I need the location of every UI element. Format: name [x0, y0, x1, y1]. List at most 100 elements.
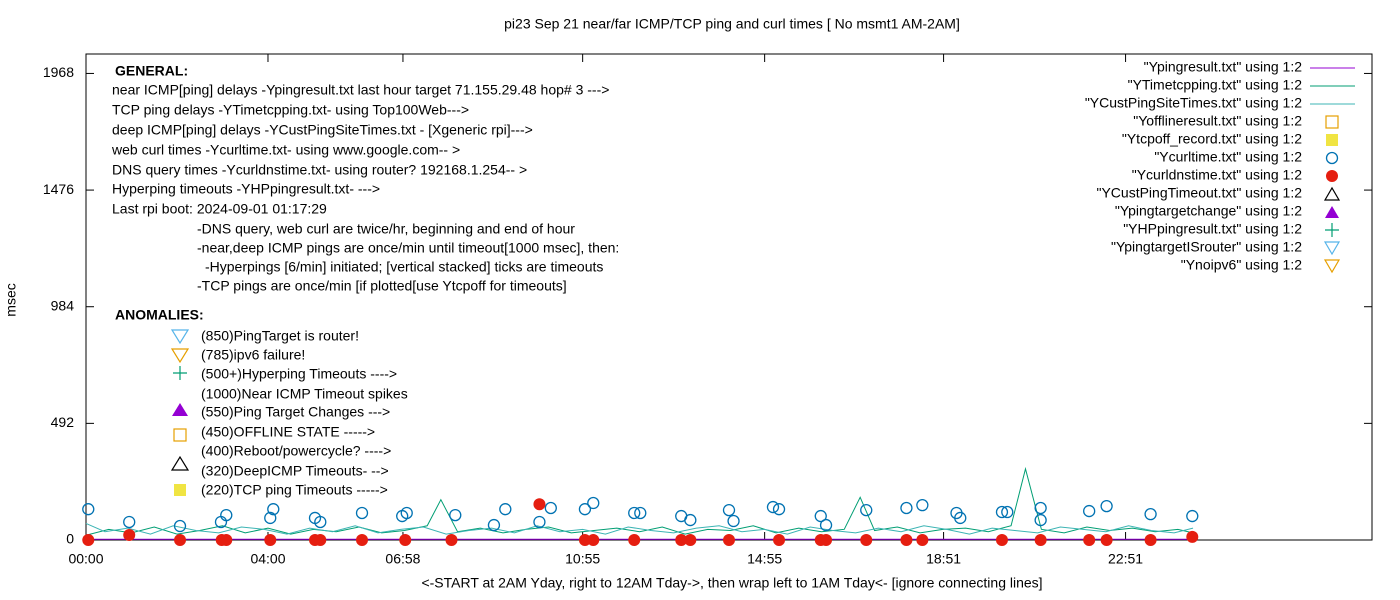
annotation: TCP ping delays -YTimetcpping.txt- using… [112, 102, 469, 118]
legend-swatch [1325, 151, 1339, 165]
legend-label: "YCustPingSiteTimes.txt" using 1:2 [1085, 95, 1302, 111]
anomaly-icon [173, 428, 187, 442]
marker [1186, 509, 1199, 523]
marker [82, 534, 95, 546]
marker [587, 534, 600, 546]
marker [487, 518, 501, 532]
marker [123, 515, 136, 529]
legend-swatch [1326, 134, 1338, 146]
y-tick-label: 1968 [43, 64, 74, 80]
marker [727, 514, 740, 528]
annotation: -Hyperpings [6/min] initiated; [vertical… [205, 259, 603, 275]
marker [314, 534, 327, 546]
marker [860, 503, 873, 517]
marker [1001, 505, 1014, 519]
marker [1144, 534, 1157, 546]
marker [123, 529, 136, 542]
marker [82, 503, 95, 516]
annotation: (850)PingTarget is router! [201, 328, 359, 344]
marker [723, 534, 735, 546]
annotation-heading: ANOMALIES: [115, 307, 204, 323]
marker [772, 503, 786, 516]
marker [1034, 513, 1047, 527]
marker [814, 509, 827, 523]
marker [356, 534, 369, 546]
marker [1083, 534, 1096, 546]
annotation: Last rpi boot: 2024-09-01 01:17:29 [112, 201, 327, 217]
chart-title: pi23 Sep 21 near/far ICMP/TCP ping and c… [504, 16, 960, 32]
annotation: (550)Ping Target Changes ---> [201, 404, 390, 420]
annotation: Hyperping timeouts -YHPpingresult.txt- -… [112, 181, 380, 197]
annotation: (500+)Hyperping Timeouts ----> [201, 366, 397, 382]
marker [634, 506, 647, 520]
marker [445, 534, 458, 546]
legend-swatch [1323, 186, 1341, 201]
legend-swatch [1326, 170, 1338, 182]
marker [819, 518, 833, 532]
marker [773, 534, 786, 546]
y-axis-label: msec [3, 283, 19, 316]
marker [995, 534, 1008, 546]
marker [314, 515, 327, 529]
marker [916, 499, 929, 512]
x-tick-label: 10:55 [565, 551, 600, 567]
marker [449, 508, 462, 522]
marker [684, 534, 697, 546]
legend-label: "Ycurltime.txt" using 1:2 [1154, 149, 1302, 165]
marker [628, 506, 641, 520]
legend-label: "Ypingtargetchange" using 1:2 [1115, 203, 1302, 219]
y-tick-label: 492 [51, 414, 75, 430]
x-tick-label: 14:55 [747, 551, 782, 567]
legend-label: "YHPpingresult.txt" using 1:2 [1123, 221, 1302, 237]
marker [995, 505, 1009, 519]
marker [954, 511, 967, 525]
marker [587, 496, 600, 510]
annotation: (320)DeepICMP Timeouts- --> [201, 463, 389, 479]
legend-label: "YCustPingTimeout.txt" using 1:2 [1096, 185, 1302, 201]
marker [1100, 499, 1113, 513]
annotation: DNS query times -Ycurldnstime.txt- using… [112, 162, 527, 178]
marker [578, 534, 591, 546]
annotation: (785)ipv6 failure! [201, 347, 305, 363]
marker [860, 534, 873, 546]
marker [675, 534, 688, 546]
marker [400, 506, 413, 520]
legend-label: "Ytcpoff_record.txt" using 1:2 [1122, 131, 1302, 147]
legend-swatch [1325, 223, 1339, 237]
x-axis-label: <-START at 2AM Yday, right to 12AM Tday-… [421, 575, 1042, 591]
annotation: -TCP pings are once/min [if plotted[use … [197, 278, 567, 294]
marker [174, 534, 187, 546]
marker [628, 534, 641, 546]
marker [722, 503, 736, 517]
marker [220, 534, 233, 546]
marker [220, 508, 233, 522]
marker [1186, 530, 1199, 543]
marker [267, 503, 280, 516]
marker [533, 498, 546, 511]
anomaly-icon [170, 348, 190, 364]
legend-swatch [1323, 259, 1341, 274]
marker [173, 519, 187, 533]
anomaly-icon [174, 484, 186, 496]
series-line [85, 466, 1194, 536]
marker [684, 513, 697, 527]
annotation: (400)Reboot/powercycle? ----> [201, 443, 391, 459]
marker [766, 500, 780, 514]
marker [900, 501, 913, 515]
legend-swatch [1325, 115, 1339, 129]
annotation: -DNS query, web curl are twice/hr, begin… [197, 221, 575, 237]
annotation: deep ICMP[ping] delays -YCustPingSiteTim… [112, 122, 533, 138]
annotation: (1000)Near ICMP Timeout spikes [201, 386, 408, 402]
anomaly-icon [173, 366, 187, 380]
x-tick-label: 04:00 [250, 551, 285, 567]
annotations: GENERAL: near ICMP[ping] delays -Ypingre… [111, 63, 619, 498]
marker [1034, 534, 1047, 546]
anomaly-icon [170, 329, 190, 345]
x-tick-label: 22:51 [1108, 551, 1143, 567]
y-tick-label: 0 [66, 531, 74, 547]
marker [264, 511, 277, 525]
marker [900, 534, 913, 546]
annotation: web curl times -Ycurltime.txt- using www… [111, 142, 460, 158]
x-tick-label: 18:51 [926, 551, 961, 567]
